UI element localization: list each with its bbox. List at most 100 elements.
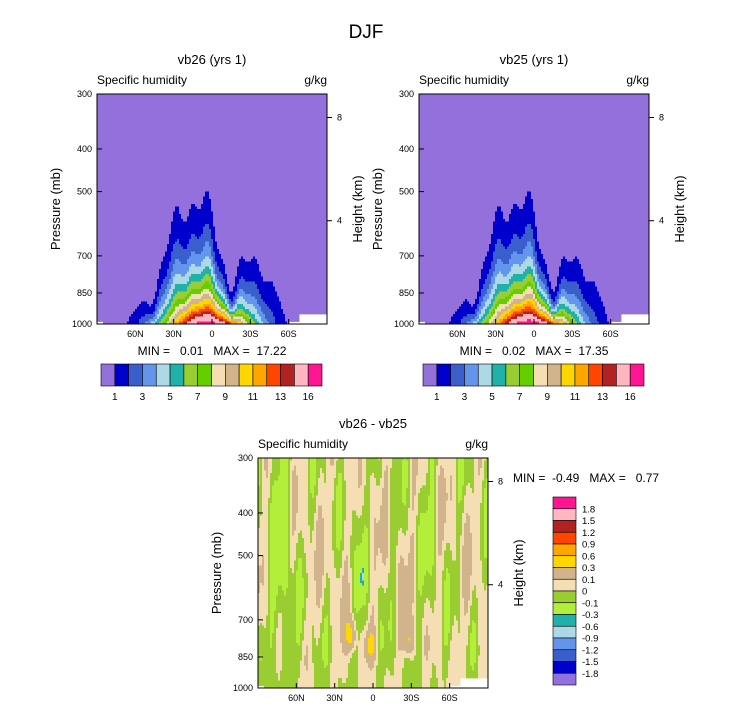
contour-cell [404,503,407,506]
contour-cell [547,291,550,295]
contour-cell [404,658,411,661]
contour-cell [477,296,480,300]
contour-cell [336,535,343,539]
contour-cell [388,470,391,474]
contour-cell [388,545,391,549]
contour-cell [418,585,423,589]
contour-cell [461,304,472,307]
contour-cell [545,261,562,265]
contour-cell [470,605,479,609]
contour-cell [209,294,214,297]
contour-cell [338,678,343,681]
contour-cell [290,525,293,529]
contour-cell [288,468,291,471]
contour-cell [227,291,236,295]
contour-cell [217,301,220,305]
contour-cell [416,610,425,614]
contour-cell [456,523,463,526]
contour-cell [201,261,212,265]
contour-cell [376,520,379,524]
contour-cell [470,660,477,664]
contour-cell [419,239,492,242]
contour-cell [374,623,379,626]
contour-cell [322,645,329,649]
contour-cell [599,291,650,295]
contour-cell [215,276,218,280]
contour-cell [424,653,429,656]
contour-cell [491,291,496,295]
contour-cell [432,663,435,666]
contour-cell [460,628,469,631]
contour-cell [342,648,353,651]
contour-cell [533,236,538,240]
contour-cell [225,299,228,302]
contour-cell [231,321,238,325]
contour-cell [483,319,488,322]
contour-cell [442,608,445,611]
contour-cell [466,670,479,674]
contour-cell [456,520,463,524]
contour-cell [416,605,425,609]
contour-cell [268,468,273,471]
contour-cell [231,316,234,320]
contour-cell [434,463,439,466]
contour-cell [159,269,168,272]
contour-cell [360,575,363,579]
contour-cell [159,289,166,292]
contour-cell [370,550,375,554]
contour-cell [213,276,216,280]
contour-cell [259,266,328,270]
contour-cell [419,96,650,100]
contour-cell [235,314,244,317]
contour-cell [352,568,355,571]
figure-title: DJF [349,22,384,43]
contour-cell [376,680,385,684]
contour-cell [511,316,518,320]
contour-cell [326,465,337,469]
contour-cell [398,640,415,644]
contour-cell [215,321,226,325]
contour-cell [438,525,445,529]
contour-cell [599,294,650,297]
contour-cell [298,478,309,481]
contour-cell [358,463,363,466]
contour-cell [308,663,315,666]
contour-cell [195,316,216,320]
contour-cell [334,460,337,464]
contour-cell [450,573,461,576]
contour-cell [219,249,328,252]
contour-cell [312,635,315,639]
contour-cell [553,304,556,307]
colorbar-label: 11 [570,392,581,403]
contour-cell [312,535,317,539]
contour-cell [414,500,419,504]
contour-cell [191,299,204,302]
contour-cell [262,560,265,564]
contour-cell [169,306,174,310]
contour-cell [458,473,465,476]
contour-cell [480,540,485,544]
contour-cell [428,508,435,511]
contour-cell [495,276,512,280]
contour-cell [215,226,328,230]
contour-cell [155,309,158,312]
contour-cell [396,635,399,639]
contour-cell [378,603,391,606]
contour-cell [480,528,485,531]
contour-cell [474,490,483,494]
contour-cell [344,548,351,551]
contour-cell [296,615,303,619]
contour-cell [249,314,256,317]
contour-cell [419,314,454,317]
contour-cell [151,304,156,307]
contour-cell [320,630,325,634]
contour-cell [360,515,371,519]
contour-cell [539,309,544,312]
contour-cell [376,630,379,634]
contour-cell [274,610,297,614]
contour-cell [422,683,431,686]
contour-cell [378,553,383,556]
contour-cell [483,261,492,265]
contour-cell [215,251,220,255]
contour-cell [547,264,562,267]
